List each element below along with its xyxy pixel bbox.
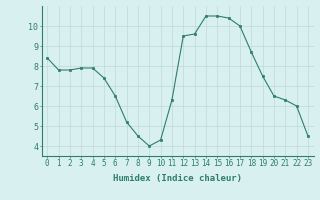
X-axis label: Humidex (Indice chaleur): Humidex (Indice chaleur) (113, 174, 242, 183)
